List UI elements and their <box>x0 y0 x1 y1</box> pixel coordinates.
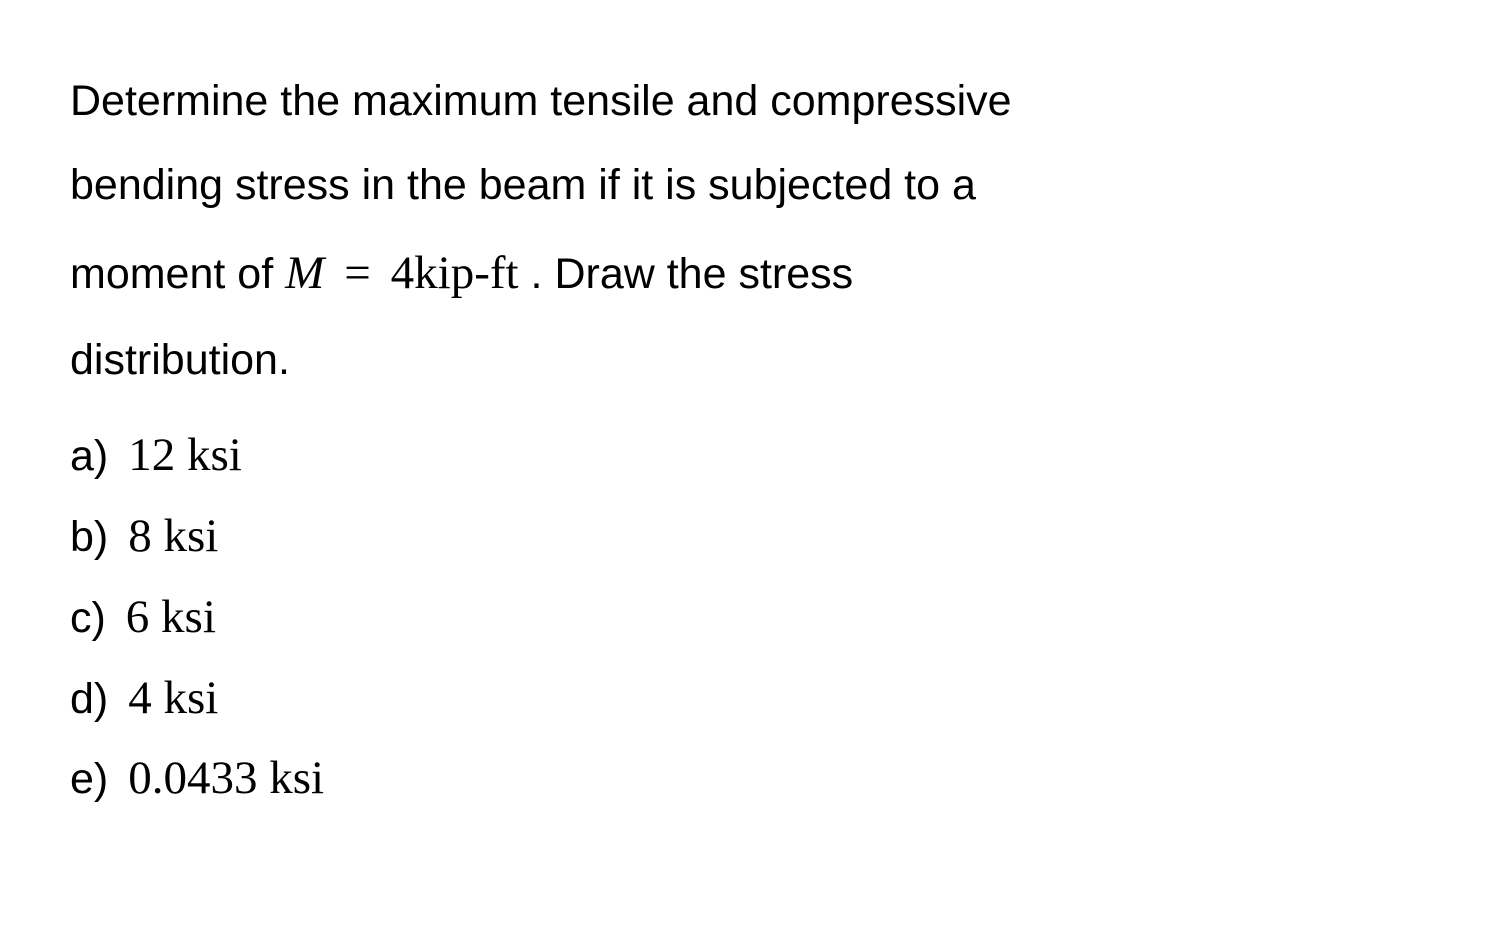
option-value: 12 ksi <box>128 429 242 481</box>
question-stem: Determine the maximum tensile and compre… <box>70 60 1430 403</box>
moment-value: 4kip-ft <box>391 247 519 299</box>
option-c: c) 6 ksi <box>70 577 1430 658</box>
question-line-2: bending stress in the beam if it is subj… <box>70 161 976 209</box>
option-label: c) <box>70 594 106 642</box>
option-a: a) 12 ksi <box>70 415 1430 496</box>
question-line-4: distribution. <box>70 336 290 384</box>
option-label: e) <box>70 755 108 803</box>
question-line-3-pre: moment of <box>70 250 285 298</box>
option-value: 0.0433 ksi <box>128 752 324 804</box>
option-d: d) 4 ksi <box>70 658 1430 739</box>
option-value: 4 ksi <box>128 672 218 724</box>
option-value: 6 ksi <box>126 591 216 643</box>
option-e: e) 0.0433 ksi <box>70 738 1430 819</box>
question-line-3-post: . Draw the stress <box>531 250 854 298</box>
options-list: a) 12 ksi b) 8 ksi c) 6 ksi d) 4 ksi e) … <box>70 415 1430 819</box>
moment-variable: M <box>285 247 324 299</box>
equals-sign: = <box>344 247 371 299</box>
option-value: 8 ksi <box>128 510 218 562</box>
option-label: a) <box>70 432 108 480</box>
option-label: b) <box>70 513 108 561</box>
option-label: d) <box>70 675 108 723</box>
option-b: b) 8 ksi <box>70 496 1430 577</box>
question-line-1: Determine the maximum tensile and compre… <box>70 77 1012 125</box>
